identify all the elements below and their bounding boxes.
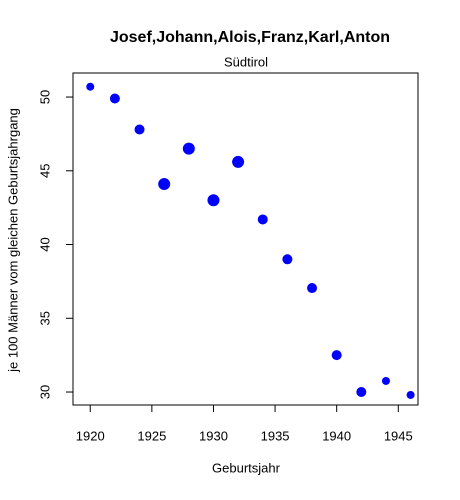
point: [86, 82, 95, 91]
point: [406, 390, 415, 399]
point: [207, 194, 220, 207]
y-axis-label: je 100 Männer vom gleichen Geburtsjahrga…: [5, 108, 20, 373]
point: [257, 214, 268, 225]
point: [282, 254, 293, 265]
plot-box: [72, 72, 419, 406]
point: [109, 93, 120, 104]
y-tick-label: 35: [37, 311, 52, 325]
point: [134, 124, 145, 135]
point: [356, 387, 367, 398]
chart-title: Josef,Johann,Alois,Franz,Karl,Anton: [110, 29, 390, 46]
y-tick-label: 40: [37, 237, 52, 251]
point: [331, 350, 342, 361]
x-tick-label: 1940: [322, 428, 351, 443]
x-axis-label: Geburtsjahr: [212, 460, 281, 475]
x-tick-label: 1920: [76, 428, 105, 443]
x-tick-label: 1930: [199, 428, 228, 443]
y-tick-label: 45: [37, 164, 52, 178]
x-tick-label: 1935: [261, 428, 290, 443]
y-tick-label: 30: [37, 385, 52, 399]
x-tick-label: 1925: [137, 428, 166, 443]
point: [158, 178, 171, 191]
chart-subtitle: Südtirol: [224, 54, 268, 69]
point: [182, 142, 195, 155]
x-tick-label: 1945: [384, 428, 413, 443]
point: [232, 155, 245, 168]
point: [381, 376, 390, 385]
y-tick-label: 50: [37, 90, 52, 104]
point: [307, 283, 318, 294]
